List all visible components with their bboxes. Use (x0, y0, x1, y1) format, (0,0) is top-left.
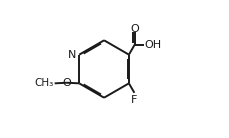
Text: N: N (67, 50, 76, 60)
Text: OH: OH (144, 40, 161, 50)
Text: CH₃: CH₃ (35, 78, 54, 88)
Text: F: F (131, 95, 137, 105)
Text: O: O (130, 24, 139, 34)
Text: O: O (62, 78, 71, 88)
